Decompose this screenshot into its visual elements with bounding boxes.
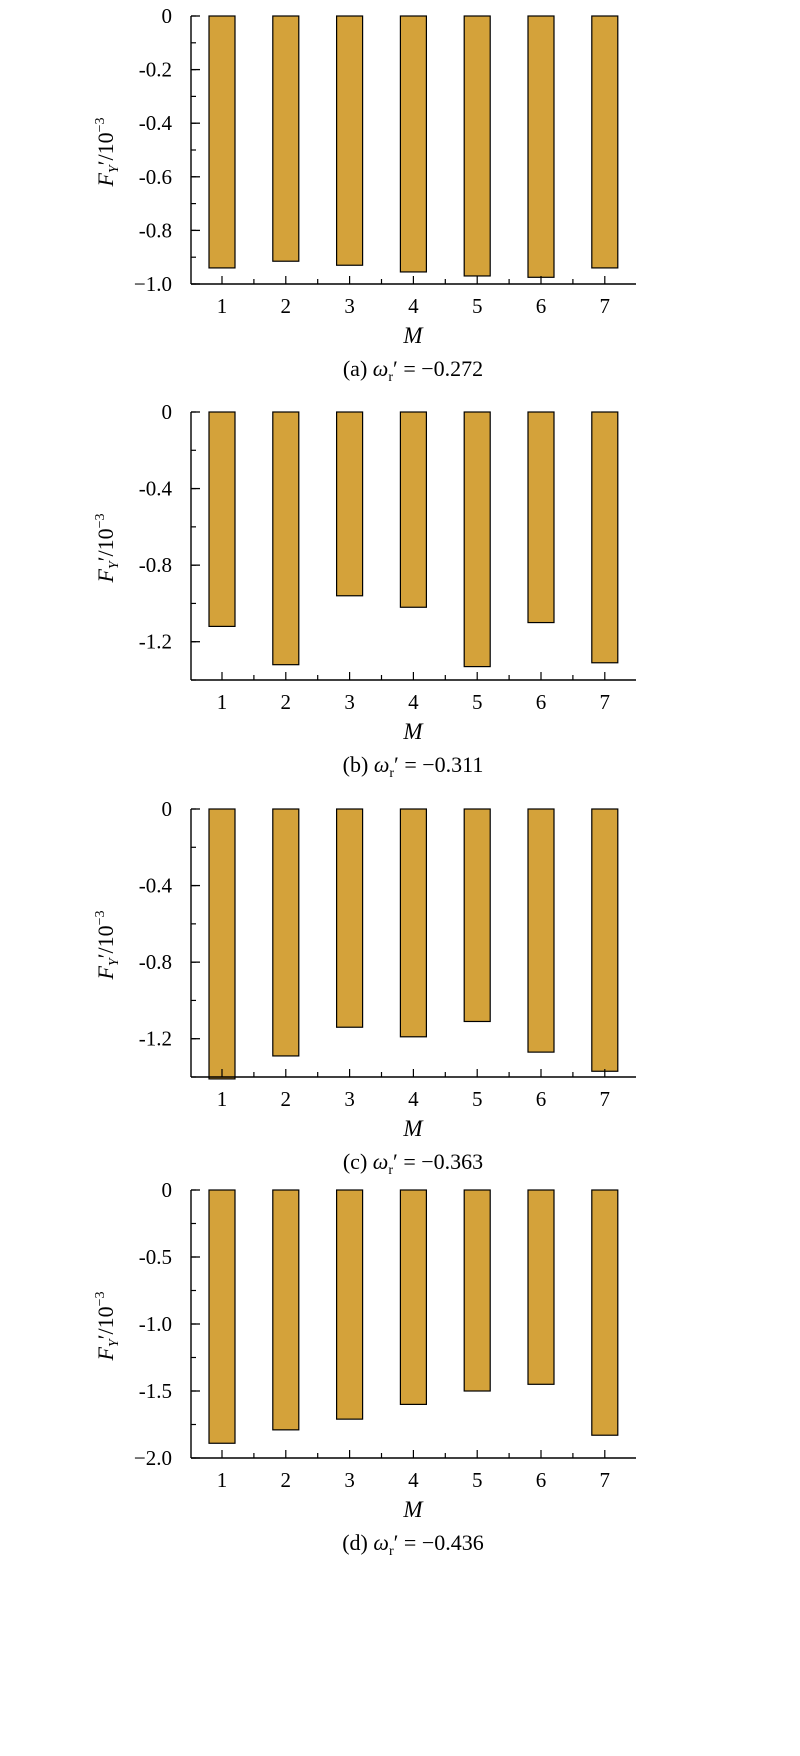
y-tick-label: -1.0 xyxy=(139,1312,172,1336)
x-tick-label: 4 xyxy=(408,1468,419,1492)
x-tick-label: 3 xyxy=(344,690,355,714)
x-tick-label: 7 xyxy=(600,1468,611,1492)
x-tick-label: 5 xyxy=(472,294,483,318)
x-axis-title: M xyxy=(402,323,424,348)
bar-1 xyxy=(208,1189,236,1444)
bar-3 xyxy=(336,411,364,597)
x-tick-label: 5 xyxy=(472,690,483,714)
chart-panel-2: 0 -0.4 -0.8 -1.2 1 2 3 4 5 6 7 M FY′/10−3 (b) ωr′ = −… xyxy=(93,400,636,781)
bar-3 xyxy=(336,1189,364,1420)
bar-4 xyxy=(399,15,427,273)
x-tick-label: 3 xyxy=(344,294,355,318)
x-tick-label: 6 xyxy=(536,294,547,318)
x-tick-label: 1 xyxy=(217,1468,228,1492)
y-tick-label: 0 xyxy=(162,1178,173,1202)
bar-5 xyxy=(463,1189,491,1392)
x-tick-label: 4 xyxy=(408,690,419,714)
y-tick-label: -0.4 xyxy=(139,111,173,135)
y-tick-label: −1.0 xyxy=(134,272,172,296)
x-axis-title: M xyxy=(402,719,424,744)
bar-2 xyxy=(272,1189,300,1431)
x-tick-label: 6 xyxy=(536,1087,547,1111)
x-tick-label: 2 xyxy=(281,1468,292,1492)
bar-5 xyxy=(463,808,491,1023)
bar-5 xyxy=(463,411,491,668)
bar-2 xyxy=(272,15,300,262)
y-tick-label: -0.8 xyxy=(139,950,172,974)
x-tick-label: 7 xyxy=(600,294,611,318)
bar-6 xyxy=(527,1189,555,1385)
x-tick-label: 3 xyxy=(344,1468,355,1492)
bar-6 xyxy=(527,808,555,1053)
bar-2 xyxy=(272,808,300,1057)
x-axis-title: M xyxy=(402,1116,424,1141)
x-tick-label: 1 xyxy=(217,1087,228,1111)
y-tick-label: -0.8 xyxy=(139,553,172,577)
x-tick-label: 2 xyxy=(281,690,292,714)
y-tick-label: 0 xyxy=(162,797,173,821)
y-tick-label: 0 xyxy=(162,400,173,424)
x-tick-label: 7 xyxy=(600,690,611,714)
bar-7 xyxy=(591,1189,619,1436)
x-tick-label: 2 xyxy=(281,294,292,318)
y-tick-label: -1.5 xyxy=(139,1379,172,1403)
y-tick-label: -0.6 xyxy=(139,165,172,189)
panel-caption: (c) ωr′ = −0.363 xyxy=(343,1149,483,1178)
panel-caption: (b) ωr′ = −0.311 xyxy=(343,752,484,781)
x-axis-title: M xyxy=(402,1497,424,1522)
bar-4 xyxy=(399,1189,427,1405)
x-tick-label: 4 xyxy=(408,1087,419,1111)
y-tick-label: -0.4 xyxy=(139,874,173,898)
bar-6 xyxy=(527,411,555,624)
bar-4 xyxy=(399,411,427,608)
y-tick-label: 0 xyxy=(162,4,173,28)
panel-caption: (a) ωr′ = −0.272 xyxy=(343,356,483,385)
bar-6 xyxy=(527,15,555,278)
y-tick-label: −2.0 xyxy=(134,1446,172,1470)
bar-7 xyxy=(591,15,619,269)
y-axis-title: FY′/10−3 xyxy=(93,910,122,980)
bar-7 xyxy=(591,411,619,664)
x-tick-label: 7 xyxy=(600,1087,611,1111)
bar-1 xyxy=(208,808,236,1080)
y-tick-label: -1.2 xyxy=(139,630,172,654)
y-tick-label: -0.8 xyxy=(139,218,172,242)
x-tick-label: 5 xyxy=(472,1087,483,1111)
x-tick-label: 1 xyxy=(217,690,228,714)
chart-panel-4: 0 -0.5 -1.0 -1.5 −2.0 1 2 3 4 5 6 7 M FY′/10−3 (d) ωr′… xyxy=(93,1178,636,1559)
x-tick-label: 2 xyxy=(281,1087,292,1111)
chart-panel-1: 0 -0.2 -0.4 -0.6 -0.8 −1.0 1 2 3 4 5 6 7 M FY′/10−3 (a)… xyxy=(93,4,636,385)
y-tick-label: -1.2 xyxy=(139,1027,172,1051)
x-tick-label: 3 xyxy=(344,1087,355,1111)
y-tick-label: -0.2 xyxy=(139,58,172,82)
bar-3 xyxy=(336,15,364,266)
y-axis-title: FY′/10−3 xyxy=(93,513,122,583)
bar-2 xyxy=(272,411,300,666)
x-tick-label: 4 xyxy=(408,294,419,318)
panel-caption: (d) ωr′ = −0.436 xyxy=(342,1530,484,1559)
x-tick-label: 1 xyxy=(217,294,228,318)
chart-panel-3: 0 -0.4 -0.8 -1.2 1 2 3 4 5 6 7 M FY′/10−3 (c) ωr′ = −… xyxy=(93,797,636,1178)
x-tick-label: 6 xyxy=(536,690,547,714)
bar-1 xyxy=(208,411,236,627)
bar-4 xyxy=(399,808,427,1038)
x-tick-label: 6 xyxy=(536,1468,547,1492)
bar-1 xyxy=(208,15,236,269)
y-axis-title: FY′/10−3 xyxy=(93,117,122,187)
bar-5 xyxy=(463,15,491,277)
y-tick-label: -0.4 xyxy=(139,477,173,501)
y-tick-label: -0.5 xyxy=(139,1245,172,1269)
bar-7 xyxy=(591,808,619,1072)
bar-3 xyxy=(336,808,364,1028)
y-axis-title: FY′/10−3 xyxy=(93,1291,122,1361)
x-tick-label: 5 xyxy=(472,1468,483,1492)
